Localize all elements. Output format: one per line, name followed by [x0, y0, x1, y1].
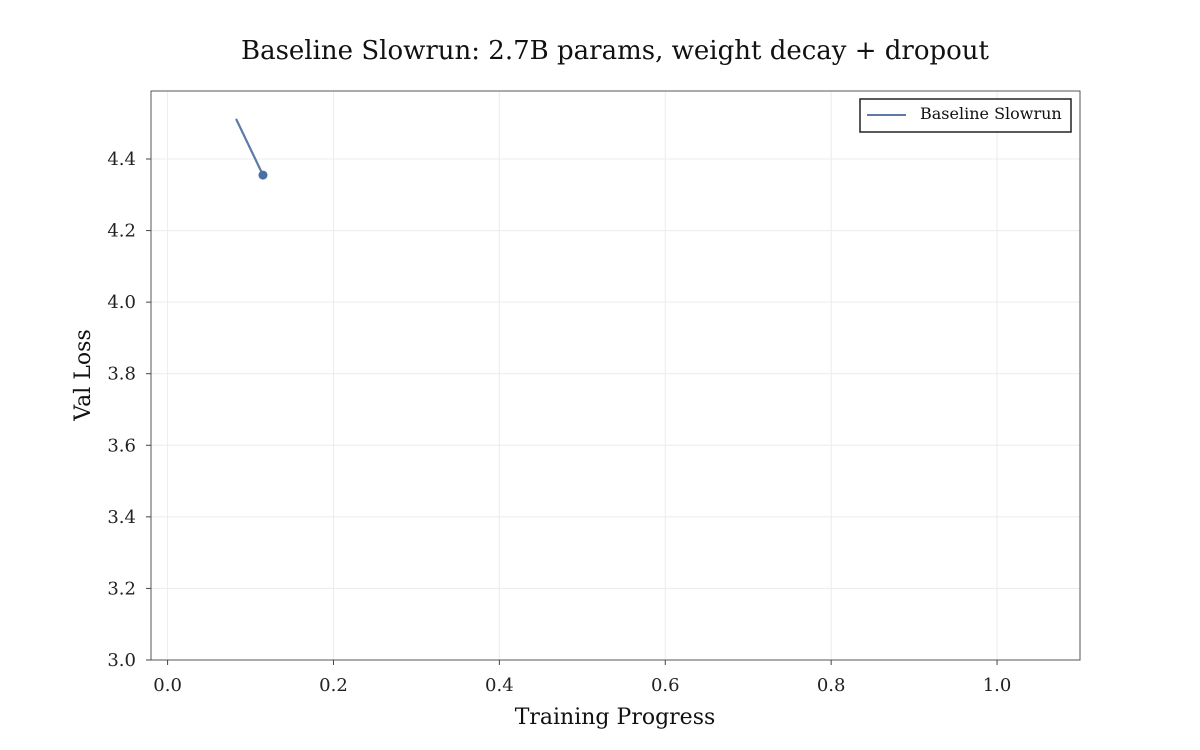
series-endpoint-marker: [258, 170, 268, 180]
axis-ticks: 0.0 0.2 0.4 0.6 0.8 1.0 3.0 3.2 3.4 3.6 3.8 4.0 4.2 4…: [107, 149, 1011, 696]
x-tick-label: 1.0: [983, 675, 1012, 696]
x-axis-label: Training Progress: [515, 705, 716, 730]
plot-frame: [150, 90, 1081, 661]
chart-title: Baseline Slowrun: 2.7B params, weight de…: [241, 36, 990, 66]
x-tick-label: 0.0: [153, 675, 182, 696]
legend-entry-baseline-slowrun: Baseline Slowrun: [920, 104, 1062, 123]
y-tick-label: 4.4: [107, 149, 136, 170]
x-tick-label: 0.8: [817, 675, 846, 696]
y-tick-label: 3.2: [107, 578, 136, 599]
y-axis-label: Val Loss: [71, 329, 96, 421]
y-tick-label: 4.0: [107, 292, 136, 313]
x-tick-label: 0.6: [651, 675, 680, 696]
x-tick-label: 0.2: [319, 675, 348, 696]
legend: Baseline Slowrun: [859, 98, 1072, 133]
y-tick-label: 4.2: [107, 221, 136, 242]
y-tick-label: 3.6: [107, 435, 136, 456]
series-group: [235, 118, 268, 180]
series-line-baseline-slowrun: [235, 118, 265, 177]
x-tick-label: 0.4: [485, 675, 514, 696]
y-tick-label: 3.0: [107, 650, 136, 671]
y-tick-label: 3.8: [107, 364, 136, 385]
grid-lines: [151, 91, 1080, 661]
y-tick-label: 3.4: [107, 507, 136, 528]
